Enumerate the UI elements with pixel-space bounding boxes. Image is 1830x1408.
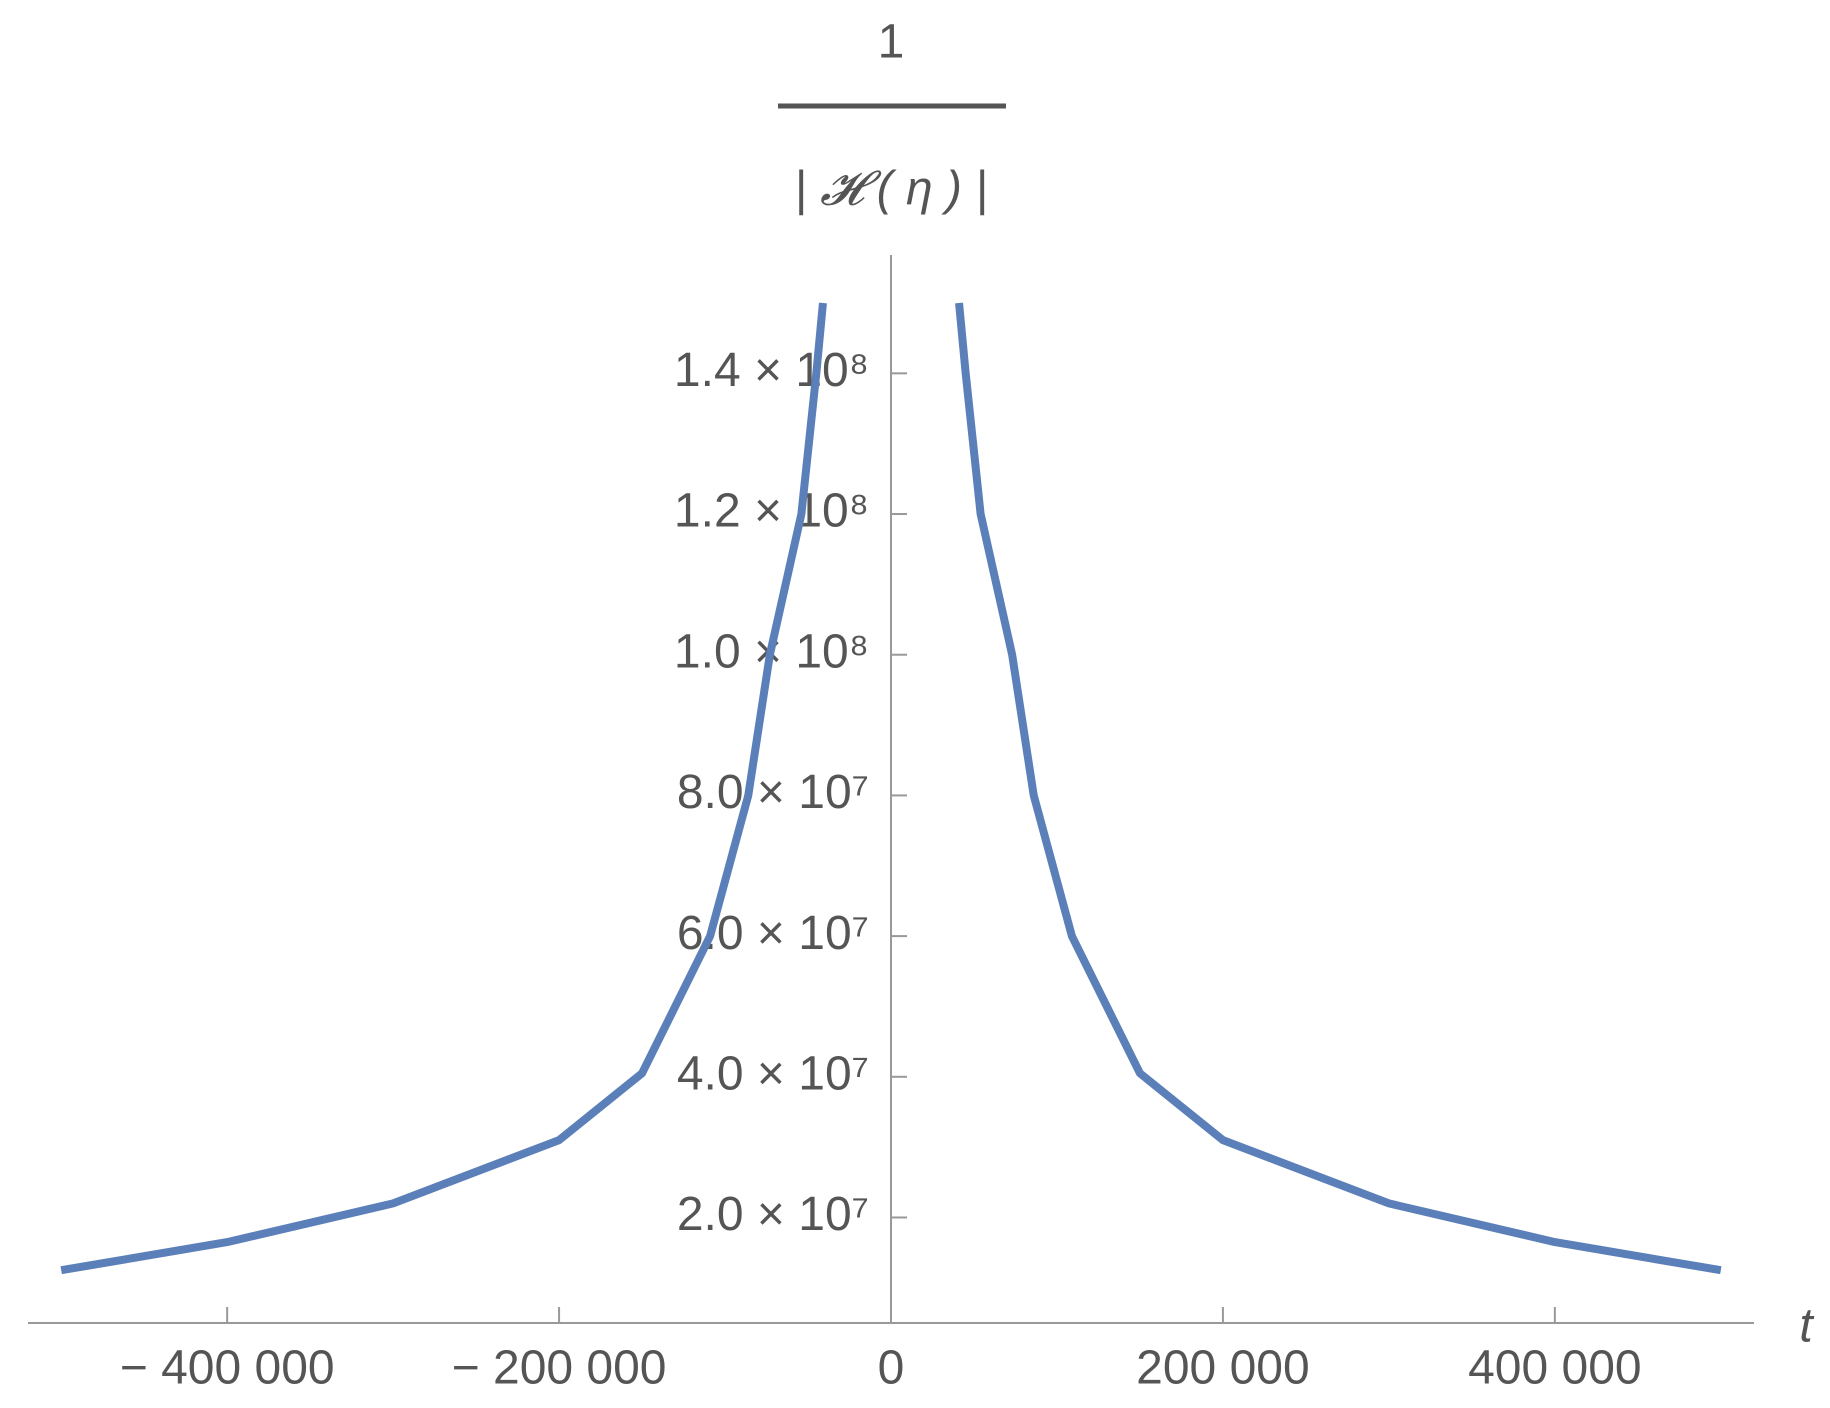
y-label-denominator: | 𝓗 ( η ) | — [794, 163, 988, 216]
x-tick-label: 400 000 — [1468, 1342, 1642, 1395]
y-tick-label: 1.2 × 10⁸ — [674, 485, 869, 538]
y-tick-label: 4.0 × 10⁷ — [677, 1047, 869, 1100]
y-tick-label: 8.0 × 10⁷ — [677, 766, 869, 819]
x-tick-label: − 400 000 — [120, 1342, 335, 1395]
x-tick-label: − 200 000 — [452, 1342, 667, 1395]
line-series — [60, 302, 1722, 1275]
x-label: t — [1799, 1300, 1814, 1353]
y-label-numerator: 1 — [878, 16, 905, 69]
y-tick-label: 2.0 × 10⁷ — [677, 1188, 869, 1241]
x-tick-label: 0 — [878, 1342, 905, 1395]
x-tick-label: 200 000 — [1136, 1342, 1310, 1395]
y-tick-label: 1.4 × 10⁸ — [674, 344, 869, 397]
